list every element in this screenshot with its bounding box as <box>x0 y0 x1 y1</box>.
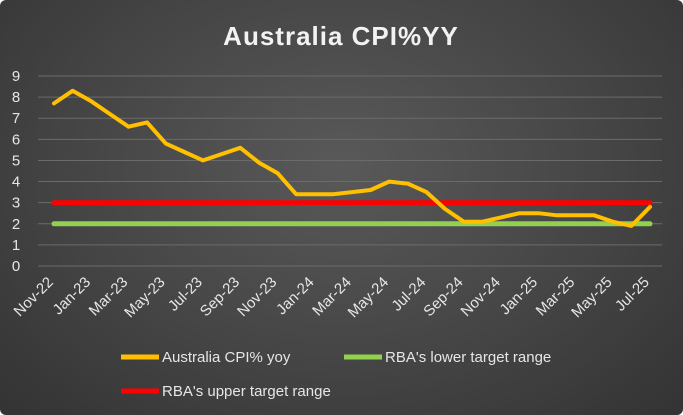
x-tick-label: May-24 <box>345 274 392 321</box>
grid-lines <box>38 75 662 267</box>
y-tick-label: 8 <box>12 89 20 106</box>
y-tick-label: 6 <box>12 131 20 148</box>
series-lines <box>51 88 653 228</box>
series-line-0 <box>52 88 652 228</box>
y-tick-label: 5 <box>12 152 20 169</box>
chart-title: Australia CPI%YY <box>223 21 459 51</box>
legend-label: Australia CPI% yoy <box>162 349 291 366</box>
y-tick-label: 2 <box>12 216 20 233</box>
x-tick-label: May-25 <box>568 274 615 321</box>
x-tick-label: Nov-23 <box>234 274 280 320</box>
x-tick-label: Jul-25 <box>612 274 653 315</box>
x-tick-label: Sep-24 <box>420 274 466 320</box>
legend: Australia CPI% yoy RBA's lower target ran… <box>121 349 551 400</box>
legend-label: RBA's upper target range <box>162 383 331 400</box>
y-axis-ticks: 0 1 2 3 4 5 6 7 8 9 <box>12 68 20 275</box>
y-tick-label: 0 <box>12 258 20 275</box>
y-tick-label: 9 <box>12 68 20 85</box>
y-tick-label: 1 <box>12 237 20 254</box>
x-tick-label: Jan-24 <box>273 274 317 318</box>
x-tick-label: Jan-25 <box>497 274 541 318</box>
y-tick-label: 4 <box>12 174 20 191</box>
x-tick-label: Nov-22 <box>11 274 57 320</box>
legend-label: RBA's lower target range <box>385 349 551 366</box>
x-tick-label: Sep-23 <box>197 274 243 320</box>
x-tick-label: May-23 <box>121 274 168 321</box>
x-tick-label: Jan-23 <box>50 274 94 318</box>
x-tick-label: Nov-24 <box>458 274 504 320</box>
y-tick-label: 7 <box>12 110 20 127</box>
y-tick-label: 3 <box>12 195 20 212</box>
x-axis-ticks: Nov-22Jan-23Mar-23May-23Jul-23Sep-23Nov-… <box>11 274 653 321</box>
